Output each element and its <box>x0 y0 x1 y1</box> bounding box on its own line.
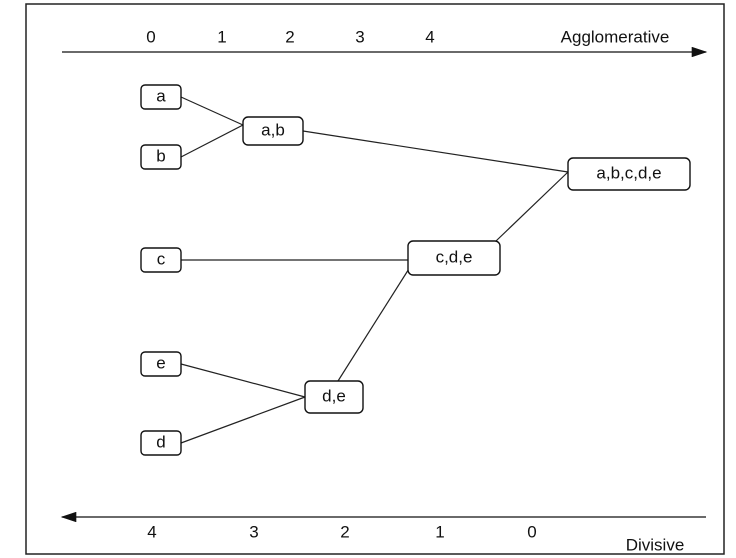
node-label: d,e <box>322 386 346 405</box>
axis-label: Divisive <box>626 535 685 554</box>
tick-label: 0 <box>146 27 155 46</box>
node-box <box>567 157 691 191</box>
tick-label: 0 <box>527 522 536 541</box>
node-label: c <box>157 249 166 268</box>
edge <box>180 363 306 398</box>
tick-label: 3 <box>249 522 258 541</box>
edge <box>180 124 244 158</box>
tick-label: 1 <box>217 27 226 46</box>
node-box <box>407 240 501 276</box>
node-box <box>140 84 182 110</box>
edges <box>180 96 569 444</box>
node-box <box>140 351 182 377</box>
frame <box>25 3 725 555</box>
edge <box>302 130 569 173</box>
node-label: b <box>156 146 165 165</box>
tick-label: 3 <box>355 27 364 46</box>
tick-label: 1 <box>435 522 444 541</box>
edge <box>180 96 244 126</box>
axis-label: Agglomerative <box>561 27 670 46</box>
node-label: a,b,c,d,e <box>596 163 661 182</box>
tick-label: 2 <box>285 27 294 46</box>
tick-label: 4 <box>425 27 434 46</box>
node-label: e <box>156 353 165 372</box>
node-box <box>140 247 182 273</box>
edge <box>180 396 306 444</box>
node-label: d <box>156 432 165 451</box>
node-box <box>140 430 182 456</box>
edge <box>337 263 413 382</box>
edge <box>495 171 569 242</box>
node-label: a,b <box>261 120 285 139</box>
tick-label: 4 <box>147 522 156 541</box>
node-label: a <box>156 86 166 105</box>
tick-label: 2 <box>340 522 349 541</box>
node-label: c,d,e <box>436 247 473 266</box>
node-box <box>140 144 182 170</box>
node-box <box>242 116 304 146</box>
node-box <box>304 380 364 414</box>
